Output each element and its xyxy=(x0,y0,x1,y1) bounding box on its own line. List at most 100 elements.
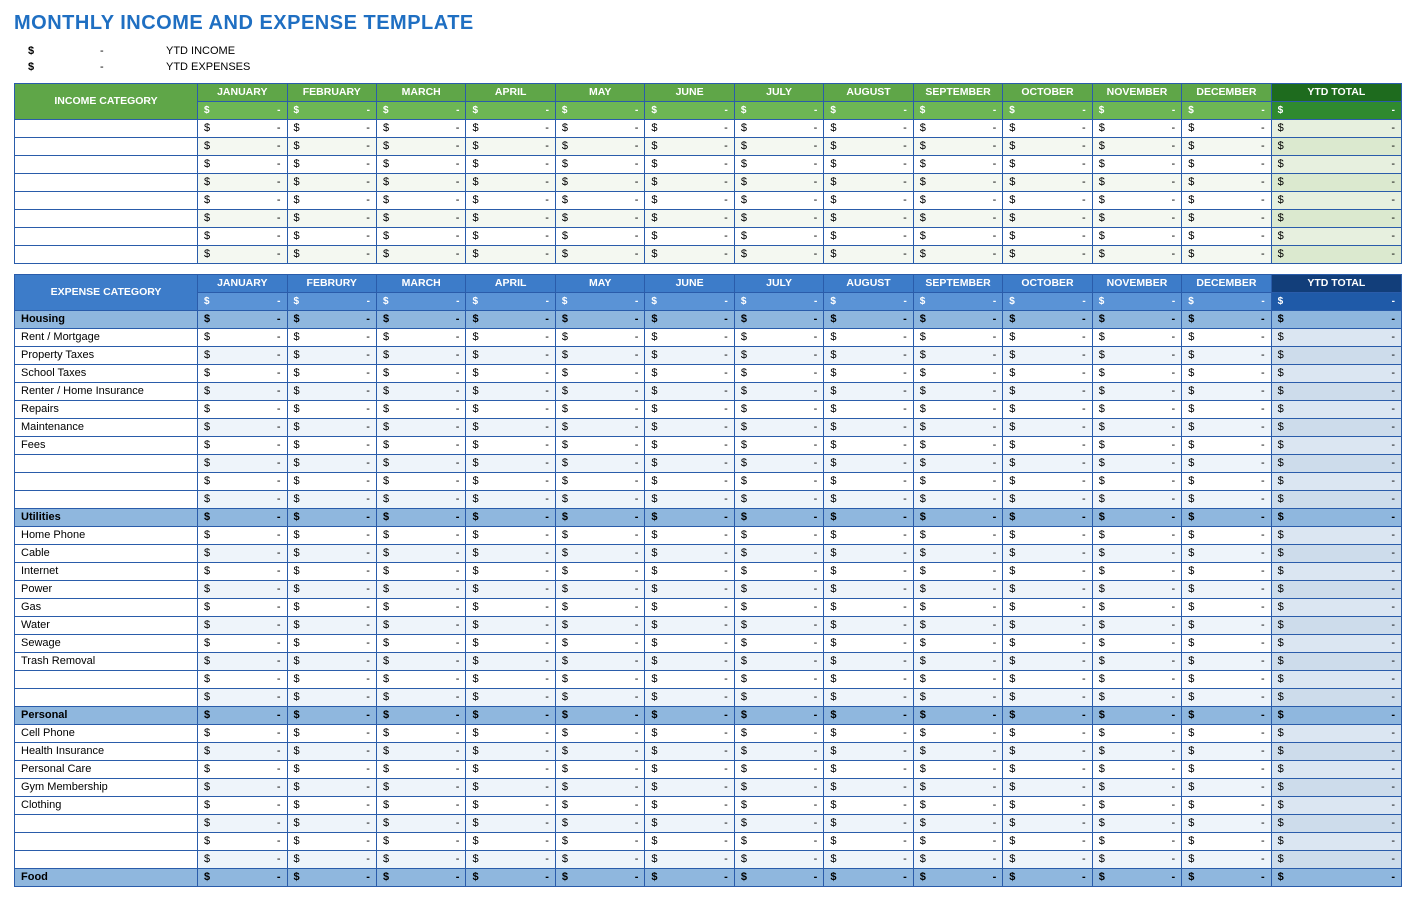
money-cell[interactable]: $- xyxy=(198,689,287,707)
money-cell[interactable]: $- xyxy=(1271,545,1401,563)
category-label[interactable] xyxy=(15,120,198,138)
money-cell[interactable]: $- xyxy=(555,419,644,437)
money-cell[interactable]: $- xyxy=(1092,509,1181,527)
money-cell[interactable]: $- xyxy=(913,527,1002,545)
money-cell[interactable]: $- xyxy=(376,797,465,815)
category-label[interactable]: Food xyxy=(15,869,198,887)
money-cell[interactable]: $- xyxy=(734,383,823,401)
money-cell[interactable]: $- xyxy=(645,833,734,851)
money-cell[interactable]: $- xyxy=(913,329,1002,347)
money-cell[interactable]: $- xyxy=(1092,401,1181,419)
money-cell[interactable]: $- xyxy=(645,138,734,156)
money-cell[interactable]: $- xyxy=(287,833,376,851)
money-cell[interactable]: $- xyxy=(734,581,823,599)
money-cell[interactable]: $- xyxy=(824,815,913,833)
money-cell[interactable]: $- xyxy=(1271,617,1401,635)
money-cell[interactable]: $- xyxy=(466,599,555,617)
money-cell[interactable]: $- xyxy=(466,761,555,779)
money-cell[interactable]: $- xyxy=(1182,246,1271,264)
money-cell[interactable]: $- xyxy=(466,689,555,707)
money-cell[interactable]: $- xyxy=(376,156,465,174)
money-cell[interactable]: $- xyxy=(913,635,1002,653)
money-cell[interactable]: $- xyxy=(1271,671,1401,689)
category-label[interactable]: Renter / Home Insurance xyxy=(15,383,198,401)
money-cell[interactable]: $- xyxy=(555,797,644,815)
money-cell[interactable]: $- xyxy=(1092,545,1181,563)
money-cell[interactable]: $- xyxy=(1092,689,1181,707)
money-cell[interactable]: $- xyxy=(913,671,1002,689)
money-cell[interactable]: $- xyxy=(555,473,644,491)
category-label[interactable] xyxy=(15,671,198,689)
money-cell[interactable]: $- xyxy=(198,581,287,599)
money-cell[interactable]: $- xyxy=(466,779,555,797)
money-cell[interactable]: $- xyxy=(824,743,913,761)
money-cell[interactable]: $- xyxy=(466,156,555,174)
money-cell[interactable]: $- xyxy=(645,473,734,491)
money-cell[interactable]: $- xyxy=(913,797,1002,815)
money-cell[interactable]: $- xyxy=(1092,725,1181,743)
money-cell[interactable]: $- xyxy=(1182,581,1271,599)
category-label[interactable]: School Taxes xyxy=(15,365,198,383)
money-cell[interactable]: $- xyxy=(1271,473,1401,491)
money-cell[interactable]: $- xyxy=(1271,401,1401,419)
category-label[interactable]: Property Taxes xyxy=(15,347,198,365)
money-cell[interactable]: $- xyxy=(913,228,1002,246)
money-cell[interactable]: $- xyxy=(466,419,555,437)
money-cell[interactable]: $- xyxy=(466,437,555,455)
money-cell[interactable]: $- xyxy=(1271,527,1401,545)
money-cell[interactable]: $- xyxy=(824,347,913,365)
money-cell[interactable]: $- xyxy=(555,401,644,419)
money-cell[interactable]: $- xyxy=(555,581,644,599)
money-cell[interactable]: $- xyxy=(913,833,1002,851)
money-cell[interactable]: $- xyxy=(287,509,376,527)
category-label[interactable] xyxy=(15,174,198,192)
money-cell[interactable]: $- xyxy=(1271,833,1401,851)
money-cell[interactable]: $- xyxy=(734,192,823,210)
money-cell[interactable]: $- xyxy=(1003,743,1092,761)
money-cell[interactable]: $- xyxy=(198,156,287,174)
money-cell[interactable]: $- xyxy=(555,138,644,156)
category-label[interactable]: Cable xyxy=(15,545,198,563)
category-label[interactable]: Gym Membership xyxy=(15,779,198,797)
money-cell[interactable]: $- xyxy=(1092,192,1181,210)
money-cell[interactable]: $- xyxy=(824,455,913,473)
money-cell[interactable]: $- xyxy=(1003,851,1092,869)
money-cell[interactable]: $- xyxy=(1092,138,1181,156)
money-cell[interactable]: $- xyxy=(734,491,823,509)
money-cell[interactable]: $- xyxy=(198,653,287,671)
money-cell[interactable]: $- xyxy=(1092,210,1181,228)
money-cell[interactable]: $- xyxy=(913,491,1002,509)
money-cell[interactable]: $- xyxy=(1182,725,1271,743)
money-cell[interactable]: $- xyxy=(287,743,376,761)
money-cell[interactable]: $- xyxy=(824,210,913,228)
money-cell[interactable]: $- xyxy=(645,120,734,138)
money-cell[interactable]: $- xyxy=(734,365,823,383)
money-cell[interactable]: $- xyxy=(734,311,823,329)
money-cell[interactable]: $- xyxy=(1092,347,1181,365)
money-cell[interactable]: $- xyxy=(734,455,823,473)
money-cell[interactable]: $- xyxy=(1271,383,1401,401)
money-cell[interactable]: $- xyxy=(1271,120,1401,138)
money-cell[interactable]: $- xyxy=(913,725,1002,743)
money-cell[interactable]: $- xyxy=(1182,563,1271,581)
money-cell[interactable]: $- xyxy=(1003,545,1092,563)
money-cell[interactable]: $- xyxy=(198,419,287,437)
money-cell[interactable]: $- xyxy=(376,851,465,869)
money-cell[interactable]: $- xyxy=(1271,192,1401,210)
money-cell[interactable]: $- xyxy=(466,228,555,246)
money-cell[interactable]: $- xyxy=(1003,138,1092,156)
money-cell[interactable]: $- xyxy=(645,437,734,455)
money-cell[interactable]: $- xyxy=(466,653,555,671)
money-cell[interactable]: $- xyxy=(824,401,913,419)
money-cell[interactable]: $- xyxy=(376,473,465,491)
money-cell[interactable]: $- xyxy=(1182,779,1271,797)
money-cell[interactable]: $- xyxy=(1271,653,1401,671)
money-cell[interactable]: $- xyxy=(1092,653,1181,671)
money-cell[interactable]: $- xyxy=(734,797,823,815)
money-cell[interactable]: $- xyxy=(824,635,913,653)
money-cell[interactable]: $- xyxy=(913,383,1002,401)
money-cell[interactable]: $- xyxy=(287,617,376,635)
money-cell[interactable]: $- xyxy=(1092,246,1181,264)
money-cell[interactable]: $- xyxy=(287,120,376,138)
money-cell[interactable]: $- xyxy=(287,563,376,581)
